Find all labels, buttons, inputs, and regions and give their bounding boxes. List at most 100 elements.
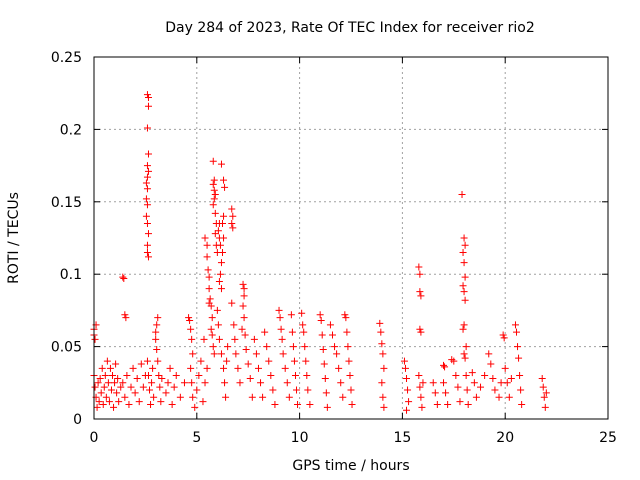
data-point xyxy=(144,150,152,158)
data-point xyxy=(401,364,409,372)
data-point xyxy=(129,364,137,372)
data-point xyxy=(281,364,289,372)
data-point xyxy=(468,369,476,377)
data-point xyxy=(378,340,386,348)
data-point xyxy=(228,299,236,307)
data-point xyxy=(214,321,222,329)
data-point xyxy=(166,364,174,372)
data-point xyxy=(100,383,108,391)
data-point xyxy=(164,379,172,387)
data-point xyxy=(497,379,505,387)
data-point xyxy=(416,325,424,333)
data-point xyxy=(156,383,164,391)
data-points xyxy=(90,91,550,414)
data-point xyxy=(125,401,133,409)
data-point xyxy=(153,321,161,329)
data-point xyxy=(345,357,353,365)
data-point xyxy=(405,398,413,406)
data-point xyxy=(144,167,152,175)
data-point xyxy=(123,372,131,380)
data-point xyxy=(228,220,236,228)
data-point xyxy=(201,234,209,242)
data-point xyxy=(417,328,425,336)
data-point xyxy=(224,343,232,351)
data-point xyxy=(344,343,352,351)
data-point xyxy=(515,354,523,362)
data-point xyxy=(341,311,349,319)
data-point xyxy=(137,360,145,368)
data-point xyxy=(499,331,507,339)
data-point xyxy=(477,383,485,391)
data-point xyxy=(323,403,331,411)
data-point xyxy=(518,401,526,409)
data-point xyxy=(205,285,213,293)
data-point xyxy=(415,263,423,271)
data-point xyxy=(91,335,99,343)
data-point xyxy=(500,334,508,342)
data-point xyxy=(460,234,468,242)
data-point xyxy=(460,259,468,267)
data-point xyxy=(105,398,113,406)
data-point xyxy=(207,325,215,333)
data-point xyxy=(143,173,151,181)
data-point xyxy=(220,364,228,372)
data-point xyxy=(186,317,194,325)
data-point xyxy=(139,383,147,391)
data-point xyxy=(133,374,141,382)
data-point xyxy=(294,401,302,409)
data-point xyxy=(131,389,139,397)
data-point xyxy=(242,345,250,353)
data-point xyxy=(103,357,111,365)
data-point xyxy=(112,360,120,368)
data-point xyxy=(322,389,330,397)
data-point xyxy=(93,403,101,411)
data-point xyxy=(209,343,217,351)
data-point xyxy=(147,401,155,409)
data-point xyxy=(231,335,239,343)
x-tick-label: 15 xyxy=(393,430,411,446)
data-point xyxy=(208,331,216,339)
data-point xyxy=(289,343,297,351)
data-point xyxy=(187,364,195,372)
data-point xyxy=(433,401,441,409)
data-point xyxy=(209,157,217,165)
data-point xyxy=(232,350,240,358)
data-point xyxy=(135,398,143,406)
data-point xyxy=(301,343,309,351)
data-point xyxy=(214,227,222,235)
data-point xyxy=(244,360,252,368)
data-point xyxy=(239,280,247,288)
data-point xyxy=(293,386,301,394)
data-point xyxy=(213,306,221,314)
data-point xyxy=(96,374,104,382)
data-point xyxy=(143,357,151,365)
data-point xyxy=(542,389,550,397)
y-tick-label: 0.1 xyxy=(60,267,82,283)
data-point xyxy=(240,292,248,300)
data-point xyxy=(222,393,230,401)
data-point xyxy=(91,383,99,391)
data-point xyxy=(271,401,279,409)
data-point xyxy=(517,386,525,394)
data-point xyxy=(269,386,277,394)
data-point xyxy=(215,335,223,343)
data-point xyxy=(541,403,549,411)
data-point xyxy=(342,314,350,322)
data-point xyxy=(317,317,325,325)
data-point xyxy=(143,91,151,99)
data-point xyxy=(216,241,224,249)
data-point xyxy=(152,328,160,336)
data-point xyxy=(450,357,458,365)
data-point xyxy=(211,230,219,238)
data-point xyxy=(417,292,425,300)
x-tick-label: 20 xyxy=(496,430,514,446)
data-point xyxy=(461,273,469,281)
data-point xyxy=(99,401,107,409)
data-point xyxy=(229,212,237,220)
data-point xyxy=(220,176,228,184)
data-point xyxy=(285,393,293,401)
data-point xyxy=(302,357,310,365)
data-point xyxy=(279,350,287,358)
